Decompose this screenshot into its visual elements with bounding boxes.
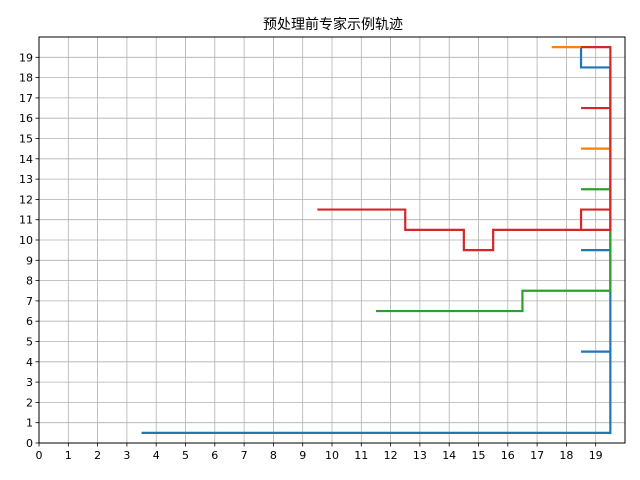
y-tick-label: 1 <box>26 417 33 430</box>
x-tick-label: 4 <box>153 449 160 462</box>
chart-title: 预处理前专家示例轨迹 <box>263 16 403 33</box>
x-tick-label: 19 <box>589 449 603 462</box>
y-tick-label: 2 <box>26 396 33 409</box>
y-tick-label: 3 <box>26 376 33 389</box>
x-tick-label: 7 <box>241 449 248 462</box>
y-tick-label: 4 <box>26 356 33 369</box>
y-tick-label: 11 <box>19 214 33 227</box>
x-tick-label: 15 <box>472 449 486 462</box>
x-tick-label: 18 <box>559 449 573 462</box>
y-tick-label: 6 <box>26 315 33 328</box>
x-tick-label: 17 <box>530 449 544 462</box>
x-tick-label: 0 <box>36 449 43 462</box>
x-tick-label: 16 <box>501 449 515 462</box>
y-tick-label: 10 <box>19 234 33 247</box>
y-tick-label: 16 <box>19 112 33 125</box>
trajectory-line <box>317 208 612 252</box>
x-tick-label: 12 <box>384 449 398 462</box>
y-tick-label: 7 <box>26 295 33 308</box>
trajectory-line <box>581 46 612 210</box>
x-tick-label: 2 <box>94 449 101 462</box>
y-tick-label: 5 <box>26 336 33 349</box>
x-tick-label: 10 <box>325 449 339 462</box>
y-tick-label: 18 <box>19 72 33 85</box>
y-tick-label: 14 <box>19 153 33 166</box>
y-tick-label: 13 <box>19 173 33 186</box>
x-tick-label: 5 <box>182 449 189 462</box>
x-tick-label: 13 <box>413 449 427 462</box>
x-tick-label: 1 <box>65 449 72 462</box>
series-layer <box>141 46 612 434</box>
x-tick-label: 11 <box>354 449 368 462</box>
grid <box>38 37 625 444</box>
y-tick-label: 12 <box>19 193 33 206</box>
y-tick-label: 15 <box>19 133 33 146</box>
y-tick-label: 17 <box>19 92 33 105</box>
x-axis: 0 1 2 3 4 5 6 7 8 9 10 11 12 13 14 15 16 17 18 19 <box>36 443 603 462</box>
x-tick-label: 9 <box>299 449 306 462</box>
y-tick-label: 19 <box>19 51 33 64</box>
trajectory-line <box>375 229 612 313</box>
y-tick-label: 0 <box>26 437 33 450</box>
x-tick-label: 8 <box>270 449 277 462</box>
x-tick-label: 3 <box>123 449 130 462</box>
x-tick-label: 6 <box>211 449 218 462</box>
x-tick-label: 14 <box>442 449 456 462</box>
y-tick-label: 8 <box>26 275 33 288</box>
y-tick-label: 9 <box>26 254 33 267</box>
